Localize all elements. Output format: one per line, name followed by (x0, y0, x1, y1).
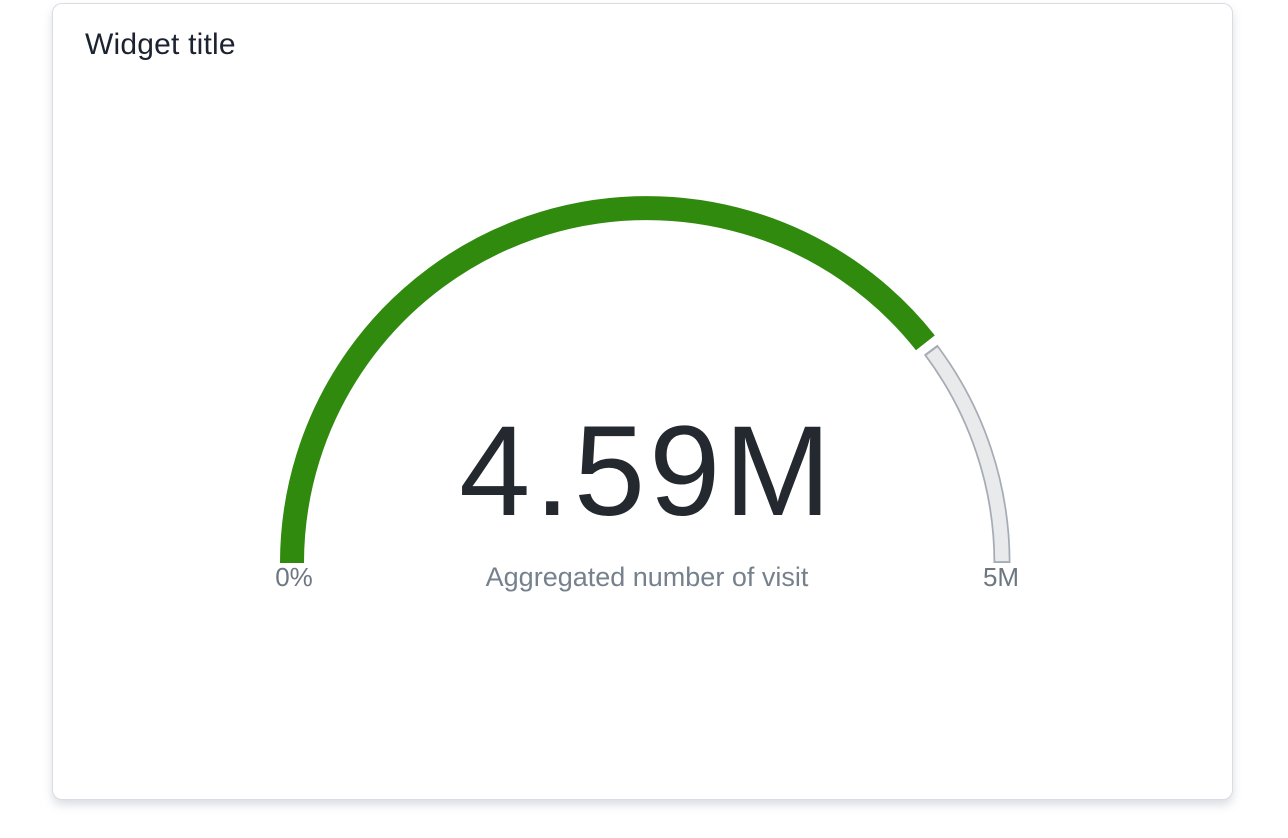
gauge-track-arc (926, 347, 1009, 562)
gauge-metric-label: Aggregated number of visit (485, 562, 809, 592)
widget-card: Widget title 4.59M Aggregated number of … (52, 3, 1233, 800)
gauge-filled-arc (280, 196, 935, 564)
gauge-max-label: 5M (982, 562, 1020, 592)
gauge-min-label: 0% (275, 562, 313, 592)
gauge: 4.59M Aggregated number of visit 0% 5M (53, 4, 1234, 801)
gauge-value: 4.59M (459, 400, 835, 543)
gauge-svg (280, 196, 1011, 564)
widget-title: Widget title (85, 28, 236, 61)
